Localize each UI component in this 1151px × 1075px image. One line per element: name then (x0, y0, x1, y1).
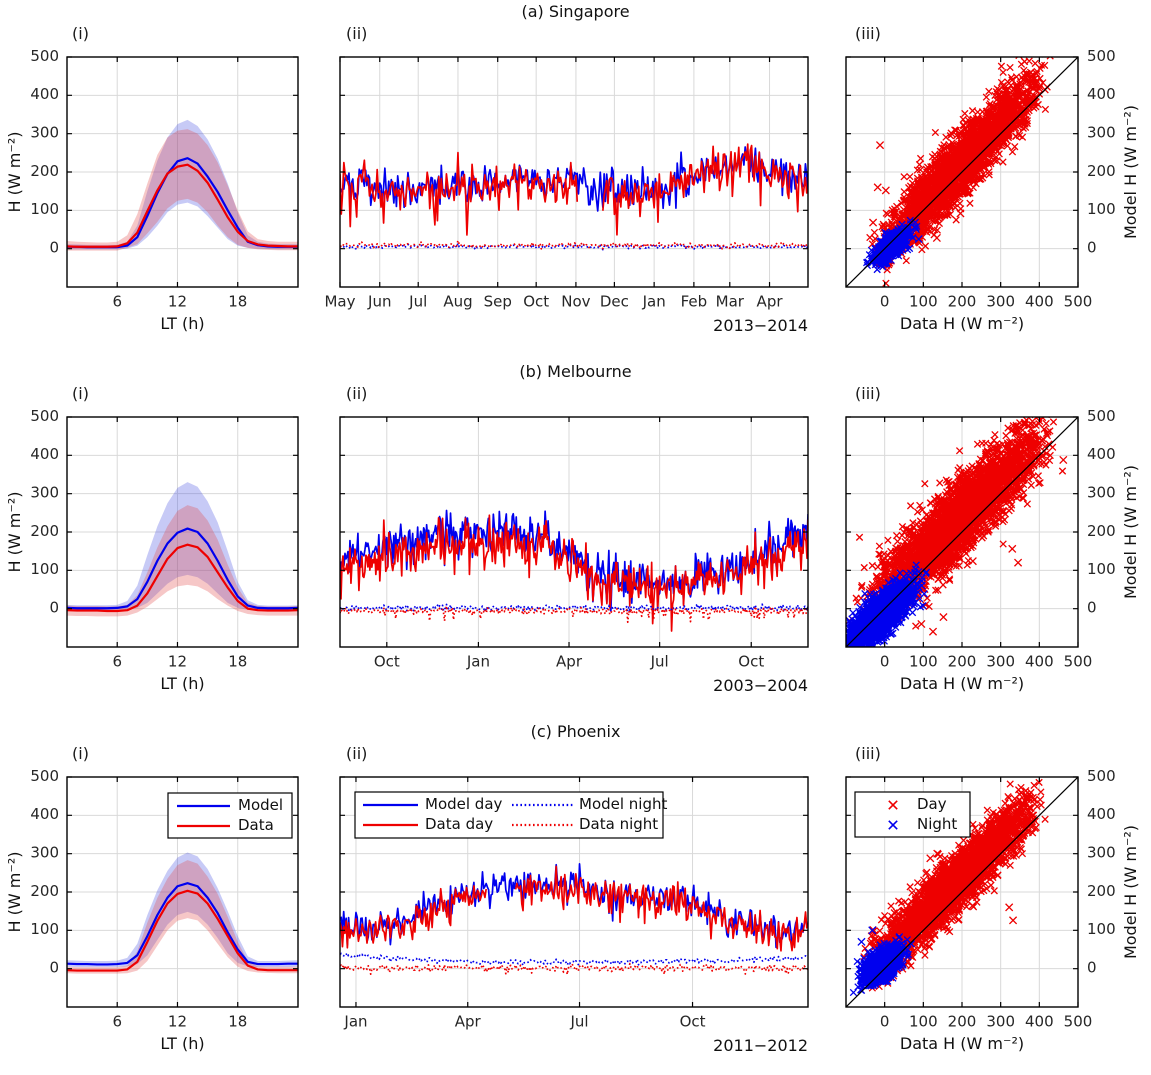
chart-singapore-scatter (820, 40, 1151, 352)
panel-label-a-iii: (iii) (855, 24, 881, 43)
panel-label-b-i: (i) (72, 384, 89, 403)
panel-label-a-ii: (ii) (346, 24, 368, 43)
chart-phoenix-timeseries (315, 760, 820, 1072)
chart-phoenix-scatter (820, 760, 1151, 1072)
chart-singapore-diurnal (0, 40, 315, 352)
chart-melbourne-diurnal (0, 400, 315, 712)
panel-label-b-iii: (iii) (855, 384, 881, 403)
panel-label-c-i: (i) (72, 744, 89, 763)
panel-label-a-i: (i) (72, 24, 89, 43)
panel-label-b-ii: (ii) (346, 384, 368, 403)
chart-melbourne-timeseries (315, 400, 820, 712)
row-title-singapore: (a) Singapore (521, 2, 630, 21)
row-title-phoenix: (c) Phoenix (530, 722, 621, 741)
panel-label-c-ii: (ii) (346, 744, 368, 763)
panel-label-c-iii: (iii) (855, 744, 881, 763)
chart-melbourne-scatter (820, 400, 1151, 712)
row-title-melbourne: (b) Melbourne (519, 362, 632, 381)
chart-phoenix-diurnal (0, 760, 315, 1072)
chart-singapore-timeseries (315, 40, 820, 352)
